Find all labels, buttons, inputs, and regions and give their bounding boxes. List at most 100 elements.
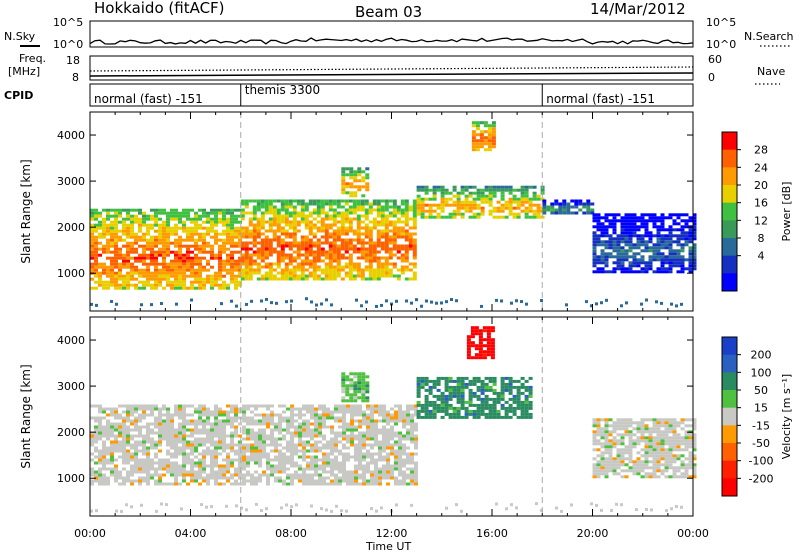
echo-cell: [130, 221, 134, 224]
echo-cell: [353, 399, 357, 402]
echo-cell: [114, 435, 118, 438]
echo-cell: [593, 234, 597, 237]
echo-cell: [461, 386, 465, 389]
echo-cell: [114, 438, 118, 441]
echo-cell: [374, 408, 378, 411]
echo-cell: [609, 454, 613, 457]
echo-cell: [661, 234, 665, 237]
echo-cell: [265, 278, 269, 281]
echo-cell: [146, 230, 150, 233]
echo-cell: [414, 429, 418, 432]
echo-cell: [501, 210, 505, 213]
echo-cell: [491, 329, 495, 332]
echo-cell: [302, 450, 306, 453]
echo-cell: [521, 404, 525, 407]
echo-cell: [533, 198, 537, 201]
echo-cell: [278, 450, 282, 453]
echo-cell: [122, 233, 126, 236]
echo-cell: [314, 447, 318, 450]
echo-cell: [190, 480, 194, 483]
echo-cell: [118, 254, 122, 257]
echo-cell: [366, 432, 370, 435]
echo-cell: [475, 329, 479, 332]
echo-cell: [210, 281, 214, 284]
echo-cell: [625, 463, 629, 466]
echo-cell: [566, 203, 570, 206]
echo-cell: [593, 219, 597, 222]
echo-cell: [102, 474, 106, 477]
echo-cell: [222, 212, 226, 215]
echo-cell: [390, 471, 394, 474]
echo-cell: [488, 133, 492, 136]
echo-cell: [281, 221, 285, 224]
echo-cell: [285, 263, 289, 266]
echo-cell: [358, 474, 362, 477]
echo-cell: [178, 423, 182, 426]
echo-cell: [190, 468, 194, 471]
echo-cell: [154, 254, 158, 257]
echo-cell: [354, 408, 358, 411]
echo-cell: [106, 408, 110, 411]
echo-cell: [94, 420, 98, 423]
echo-cell: [302, 444, 306, 447]
echo-cell: [517, 386, 521, 389]
echo-cell: [142, 417, 146, 420]
echo-cell: [178, 435, 182, 438]
echo-cell: [525, 389, 529, 392]
echo-cell: [473, 192, 477, 195]
echo-cell: [110, 450, 114, 453]
echo-cell: [294, 471, 298, 474]
echo-cell: [90, 278, 94, 281]
echo-cell: [467, 344, 471, 347]
echo-cell: [322, 420, 326, 423]
echo-cell: [398, 480, 402, 483]
echo-cell: [382, 456, 386, 459]
echo-cell: [234, 411, 238, 414]
echo-cell: [293, 233, 297, 236]
echo-cell: [246, 480, 250, 483]
echo-cell: [605, 460, 609, 463]
echo-cell: [509, 186, 513, 189]
echo-cell: [206, 227, 210, 230]
echo-cell: [154, 471, 158, 474]
echo-cell: [361, 254, 365, 257]
echo-cell: [310, 417, 314, 420]
echo-cell: [214, 408, 218, 411]
echo-cell: [349, 275, 353, 278]
echo-cell: [542, 212, 546, 215]
echo-cell: [146, 281, 150, 284]
echo-cell: [582, 206, 586, 209]
echo-cell: [649, 427, 653, 430]
echo-cell: [645, 418, 649, 421]
echo-cell: [154, 278, 158, 281]
echo-cell: [357, 200, 361, 203]
echo-cell: [369, 269, 373, 272]
echo-cell: [605, 451, 609, 454]
echo-cell: [653, 418, 657, 421]
echo-cell: [533, 195, 537, 198]
echo-cell: [382, 411, 386, 414]
echo-cell: [250, 456, 254, 459]
echo-cell: [437, 186, 441, 189]
echo-cell: [345, 248, 349, 251]
echo-cell: [142, 480, 146, 483]
echo-cell: [633, 433, 637, 436]
echo-cell: [366, 465, 370, 468]
ground-scatter-cell: [495, 299, 498, 302]
echo-cell: [190, 432, 194, 435]
echo-cell: [270, 435, 274, 438]
echo-cell: [206, 275, 210, 278]
echo-cell: [265, 257, 269, 260]
echo-cell: [394, 414, 398, 417]
echo-cell: [158, 272, 162, 275]
echo-cell: [301, 200, 305, 203]
echo-cell: [657, 231, 661, 234]
echo-cell: [126, 408, 130, 411]
echo-cell: [146, 218, 150, 221]
echo-cell: [222, 459, 226, 462]
echo-cell: [257, 230, 261, 233]
echo-cell: [238, 477, 242, 480]
echo-cell: [306, 468, 310, 471]
echo-cell: [158, 414, 162, 417]
echo-cell: [414, 453, 418, 456]
